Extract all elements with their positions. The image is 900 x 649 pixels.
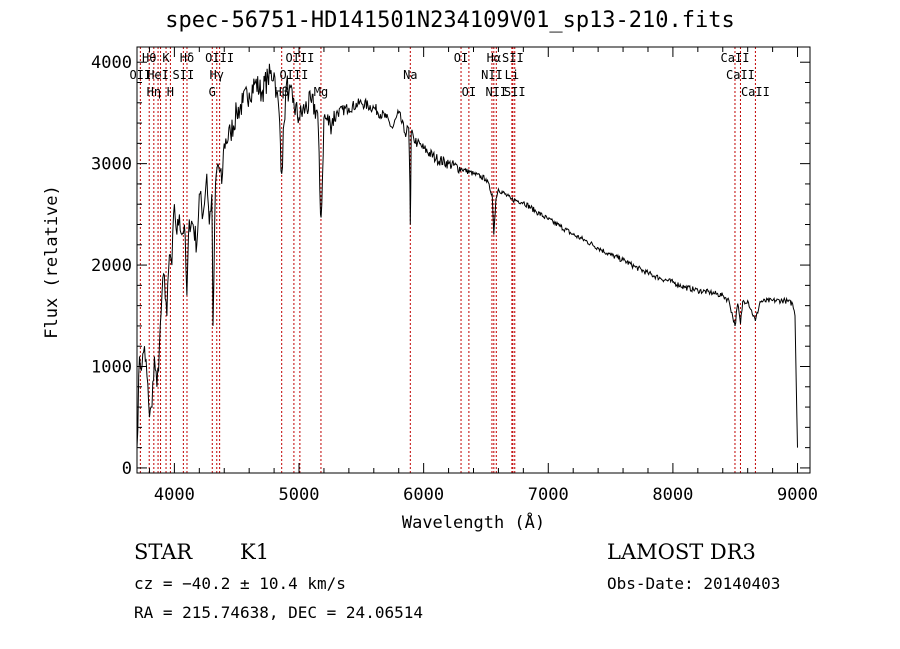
x-tick-label: 7000	[528, 485, 569, 505]
line-label-21-0: NII	[485, 85, 507, 99]
y-tick-label: 3000	[91, 155, 132, 175]
spectral-line-labels: OII Hθ Hη HeI K H SII Hδ G Hγ OIII Hβ OIII OIII Mg Na OI…	[130, 51, 770, 99]
line-label-24-0: SII	[504, 85, 526, 99]
line-label-11-0: OIII	[205, 51, 234, 65]
line-label-17-0: OI	[454, 51, 468, 65]
x-axis-label: Wavelength (Å)	[402, 511, 545, 533]
line-label-9-0: G	[209, 85, 216, 99]
line-label-3-0: HeI	[147, 68, 169, 82]
line-label-2-0: Hη	[147, 85, 161, 99]
line-label-26-0: CaII	[726, 68, 755, 82]
line-label-16-0: Na	[403, 68, 417, 82]
y-axis-ticks: 0 1000 2000 3000 4000	[91, 53, 810, 479]
line-label-13-0: OIII	[279, 68, 308, 82]
spectral-line-markers	[139, 47, 756, 473]
x-tick-label: 6000	[403, 485, 444, 505]
object-subclass: K1	[240, 540, 270, 564]
survey-name: LAMOST DR3	[607, 540, 756, 564]
observation-date: Obs-Date: 20140403	[607, 574, 781, 593]
x-tick-label: 9000	[777, 485, 818, 505]
chart-title: spec-56751-HD141501N234109V01_sp13-210.f…	[165, 8, 735, 33]
line-label-6-0: H	[167, 85, 174, 99]
x-tick-label: 4000	[154, 485, 195, 505]
line-label-27-0: CaII	[741, 85, 770, 99]
line-label-23-0: SII	[502, 51, 524, 65]
line-label-14-0: OIII	[285, 51, 314, 65]
line-label-7-0: SII	[173, 68, 195, 82]
line-label-8-0: Hδ	[180, 51, 194, 65]
ra-dec-coordinates: RA = 215.74638, DEC = 24.06514	[134, 603, 423, 622]
line-label-10-0: Hγ	[210, 68, 224, 82]
y-tick-label: 4000	[91, 53, 132, 73]
line-label-12-0: Hβ	[274, 85, 288, 99]
line-label-0-0: OII	[130, 68, 152, 82]
x-axis-ticks: 4000 5000 6000 7000 8000 9000	[148, 47, 818, 505]
flux-series-line	[136, 63, 798, 448]
x-tick-label: 5000	[279, 485, 320, 505]
line-label-1-0: Hθ	[142, 51, 156, 65]
line-label-18-0: OI	[462, 85, 476, 99]
y-tick-label: 2000	[91, 256, 132, 276]
line-label-22-0: Li	[505, 68, 519, 82]
y-axis-label: Flux (relative)	[42, 185, 62, 339]
line-label-20-0: Hα	[487, 51, 501, 65]
line-label-25-0: CaII	[721, 51, 750, 65]
redshift-cz: cz = −40.2 ± 10.4 km/s	[134, 574, 346, 593]
x-tick-label: 8000	[652, 485, 693, 505]
line-label-5-0: K	[162, 51, 170, 65]
y-tick-label: 1000	[91, 358, 132, 378]
y-tick-label: 0	[122, 459, 132, 479]
line-label-19-0: NII	[481, 68, 503, 82]
line-label-15-0: Mg	[314, 85, 328, 99]
object-class: STAR	[134, 540, 193, 564]
